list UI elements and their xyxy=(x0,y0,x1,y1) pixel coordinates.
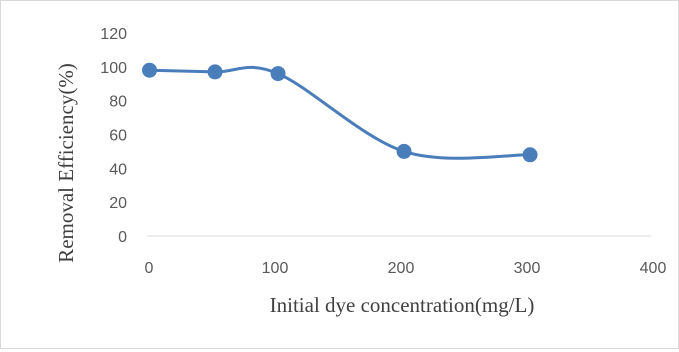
x-tick-label: 400 xyxy=(640,260,667,277)
x-tick-label: 300 xyxy=(514,260,541,277)
y-tick-label: 80 xyxy=(109,94,127,111)
x-tick-label: 100 xyxy=(262,260,289,277)
data-point-marker xyxy=(522,147,538,163)
data-point-marker xyxy=(142,62,158,78)
y-tick-label: 40 xyxy=(109,161,127,178)
x-axis-tick-labels: 0 100 200 300 400 xyxy=(145,260,667,277)
series-line xyxy=(149,65,531,160)
y-axis-tick-labels: 0 20 40 60 80 100 120 xyxy=(100,26,127,246)
x-tick-label: 0 xyxy=(145,260,154,277)
y-tick-label: 100 xyxy=(100,60,127,77)
data-point-marker xyxy=(207,64,223,80)
y-tick-label: 20 xyxy=(109,195,127,212)
x-tick-label: 200 xyxy=(388,260,415,277)
y-tick-label: 0 xyxy=(118,229,127,246)
y-tick-label: 120 xyxy=(100,26,127,43)
data-markers xyxy=(142,62,538,163)
data-point-marker xyxy=(270,66,286,82)
y-axis-title: Removal Efficiency(%) xyxy=(54,63,78,263)
data-point-marker xyxy=(396,143,412,159)
y-tick-label: 60 xyxy=(109,128,127,145)
x-axis-title: Initial dye concentration(mg/L) xyxy=(270,293,535,317)
